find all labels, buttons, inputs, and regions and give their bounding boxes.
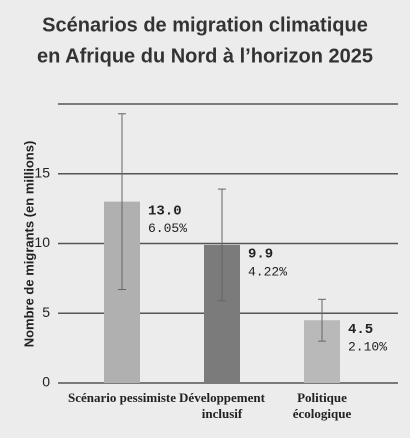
y-tick-label: 5 bbox=[42, 304, 50, 320]
share-label: 4.22% bbox=[248, 264, 287, 279]
x-tick-label: Politique écologique bbox=[292, 390, 352, 421]
x-tick-label: Développement inclusif bbox=[179, 390, 265, 421]
y-tick-label: 15 bbox=[34, 164, 50, 180]
chart-title: en Afrique du Nord à l’horizon 2025 bbox=[37, 45, 373, 67]
share-label: 2.10% bbox=[348, 340, 387, 355]
share-label: 6.05% bbox=[148, 221, 187, 236]
chart-title: Scénarios de migration climatique bbox=[42, 14, 368, 36]
value-label: 9.9 bbox=[248, 247, 273, 263]
y-tick-label: 0 bbox=[42, 374, 50, 390]
y-tick-label: 10 bbox=[34, 234, 50, 250]
value-label: 4.5 bbox=[348, 322, 373, 338]
value-label: 13.0 bbox=[148, 203, 182, 219]
x-tick-label: Scénario pessimiste bbox=[68, 390, 176, 405]
y-axis-label: Nombre de migrants (en millions) bbox=[21, 141, 36, 348]
